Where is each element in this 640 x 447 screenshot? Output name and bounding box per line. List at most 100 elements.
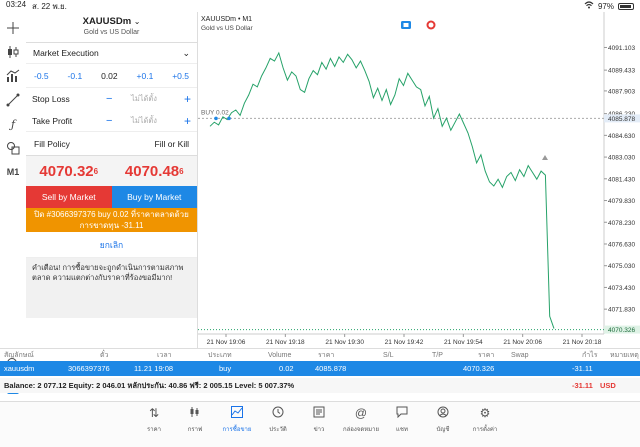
buy-by-market-button[interactable]: Buy by Market: [111, 186, 197, 208]
y-tick-label: 4073.430: [608, 285, 635, 292]
fill-policy-value: Fill or Kill: [154, 138, 189, 149]
stop-loss-input[interactable]: ไม่ได้ตั้ง: [131, 94, 157, 103]
status-date: ส. 22 พ.ย.: [32, 1, 67, 11]
y-tick-label: 4083.030: [608, 155, 635, 162]
indicators-icon[interactable]: [3, 66, 23, 86]
execution-select[interactable]: Market Execution ⌄: [26, 42, 197, 64]
x-tick-label: 21 Nov 20:06: [503, 339, 542, 346]
prices-display: 4070.32 6 4070.48 6: [26, 156, 197, 186]
row-time: 11.21 19:08: [134, 364, 174, 373]
tab-chat[interactable]: แชท: [382, 406, 422, 434]
take-profit-row: Take Profit − ไม่ได้ตั้ง +: [26, 110, 197, 132]
balance-currency: USD: [600, 381, 616, 390]
close-position-button[interactable]: ปิด #3066397376 buy 0.02 ที่ราคาตลาดด้วย…: [26, 208, 197, 232]
tab-chart[interactable]: กราฟ: [175, 406, 215, 434]
positions-header: สัญลักษณ์ ตั๋ว เวลา ประเภท Volume ราคา S…: [0, 348, 640, 361]
execution-label: Market Execution: [33, 48, 99, 58]
table-row[interactable]: xauusdm 3066397376 11.21 19:08 buy 0.02 …: [0, 361, 640, 376]
tab-news[interactable]: ข่าว: [299, 406, 339, 434]
buy-marker-dot: [227, 116, 231, 121]
volume-minus-05[interactable]: -0.5: [34, 70, 49, 81]
tab-settings-label: การตั้งค่า: [472, 427, 498, 433]
battery-percent: 97%: [597, 1, 614, 11]
battery-icon: [618, 2, 634, 10]
row-volume: 0.02: [279, 364, 294, 373]
shapes-icon[interactable]: [3, 138, 23, 158]
col-price: ราคา: [318, 351, 335, 359]
fill-policy-row[interactable]: Fill Policy Fill or Kill: [26, 132, 197, 156]
chart-subtitle: Gold vs US Dollar: [201, 25, 253, 32]
stop-loss-plus-button[interactable]: +: [183, 92, 191, 106]
chart-svg: XAUUSDm • M1 Gold vs US Dollar 4091.103 4…: [198, 12, 640, 346]
buy-level-label: BUY 0.02: [201, 109, 229, 116]
buy-price-tag: [604, 114, 640, 123]
y-tick-label: 4078.230: [608, 220, 635, 227]
take-profit-input[interactable]: ไม่ได้ตั้ง: [131, 115, 157, 125]
tab-history-label: ประวัติ: [269, 427, 287, 433]
symbol-description: Gold vs US Dollar: [83, 29, 140, 36]
crosshair-icon[interactable]: [3, 18, 23, 38]
row-profit: -31.11: [572, 364, 593, 373]
objects-icon[interactable]: [3, 90, 23, 110]
x-tick-label: 21 Nov 19:42: [385, 339, 424, 346]
col-swap: Swap: [511, 351, 529, 359]
settings-icon: ⚙: [479, 406, 491, 420]
col-time: เวลา: [157, 351, 172, 359]
tab-mailbox[interactable]: @ กล่องจดหมาย: [341, 406, 381, 434]
function-icon[interactable]: ƒ: [10, 117, 16, 131]
cancel-button[interactable]: ยกเลิก: [26, 232, 197, 258]
tab-quotes-label: ราคา: [147, 427, 161, 433]
chat-icon: [382, 406, 422, 421]
tab-trade[interactable]: การซื้อขาย: [217, 406, 257, 434]
left-toolbar: ƒ M1: [0, 12, 26, 400]
status-bar: 03:24 ส. 22 พ.ย. 97%: [0, 0, 640, 12]
volume-plus-01[interactable]: +0.1: [136, 70, 154, 81]
price-chart[interactable]: XAUUSDm • M1 Gold vs US Dollar 4091.103 4…: [198, 12, 640, 348]
chart-oneclick-icon[interactable]: [426, 20, 436, 30]
timeframe-m1[interactable]: M1: [6, 167, 20, 177]
trade-buttons: Sell by Market Buy by Market: [26, 186, 197, 208]
candlestick-icon[interactable]: [3, 42, 23, 62]
col-current: ราคา: [478, 351, 495, 359]
bid-price: 4070.32 6: [26, 156, 112, 186]
order-panel: XAUUSDm ⌄ Gold vs US Dollar Market Execu…: [26, 12, 198, 348]
balance-bar: Balance: 2 077.12 Equity: 2 046.01 หลักป…: [0, 378, 640, 393]
stop-loss-label: Stop Loss: [32, 94, 70, 104]
buy-price-tag-label: 4085.878: [608, 116, 635, 123]
tab-account-label: บัญชี: [436, 427, 450, 433]
trade-icon: [217, 406, 257, 421]
chart-trading-icon[interactable]: [401, 21, 411, 29]
tab-trade-label: การซื้อขาย: [222, 427, 252, 433]
tab-settings[interactable]: ⚙ การตั้งค่า: [465, 406, 505, 434]
row-type: buy: [219, 364, 232, 373]
bid-price-tag: [604, 325, 640, 334]
volume-minus-01[interactable]: -0.1: [67, 70, 83, 81]
y-tick-label: 4089.433: [608, 68, 635, 75]
tab-history[interactable]: ประวัติ: [258, 406, 298, 434]
chart-grid: [198, 12, 605, 335]
x-tick-label: 21 Nov 20:18: [563, 339, 602, 346]
bid-price-main: 4070.32: [39, 162, 94, 180]
fill-policy-label: Fill Policy: [34, 138, 70, 149]
x-axis: 21 Nov 19:06 21 Nov 19:18 21 Nov 19:30 21 N…: [207, 334, 602, 346]
quotes-icon: ⇅: [148, 406, 160, 420]
bid-price-tag-label: 4070.326: [608, 327, 635, 334]
close-marker-icon: [542, 155, 548, 160]
symbol-header[interactable]: XAUUSDm ⌄ Gold vs US Dollar: [26, 12, 197, 42]
tab-account[interactable]: บัญชี: [423, 406, 463, 434]
take-profit-minus-button[interactable]: −: [106, 114, 113, 127]
volume-value[interactable]: 0.02: [101, 70, 118, 81]
y-tick-label: 4076.630: [608, 241, 635, 248]
col-ticket: ตั๋ว: [100, 351, 109, 359]
ask-price-main: 4070.48: [124, 162, 180, 180]
volume-plus-05[interactable]: +0.5: [172, 70, 189, 81]
stop-loss-minus-button[interactable]: −: [106, 93, 113, 105]
chart-lines: BUY 0.02 4085.878 4070.326: [198, 51, 640, 334]
take-profit-label: Take Profit: [32, 115, 73, 126]
take-profit-plus-button[interactable]: +: [183, 113, 191, 128]
sell-by-market-button[interactable]: Sell by Market: [26, 186, 112, 208]
tab-quotes[interactable]: ⇅ ราคา: [134, 406, 174, 434]
y-tick-label: 4071.830: [608, 307, 635, 314]
tab-mailbox-label: กล่องจดหมาย: [342, 427, 380, 433]
chevron-down-icon: ⌄: [133, 17, 141, 26]
